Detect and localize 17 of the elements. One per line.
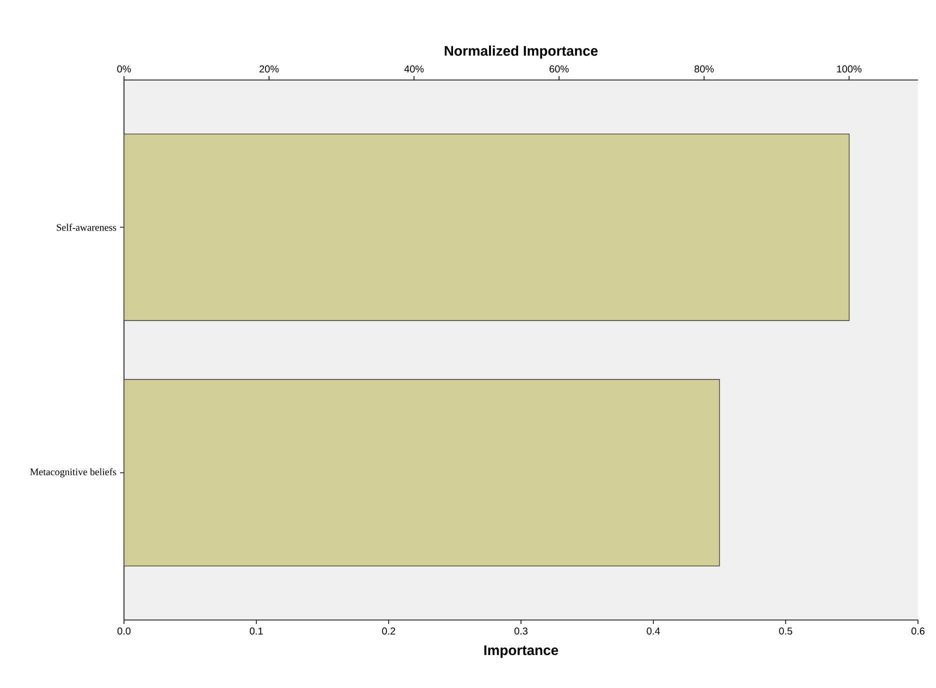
x2-tick-label: 100% xyxy=(837,65,862,72)
x-axis-title: Importance xyxy=(484,645,558,658)
x2-tick-label: 80% xyxy=(694,65,714,72)
x2-axis-title: Normalized Importance xyxy=(444,46,598,59)
x-tick-label: 0.4 xyxy=(646,628,660,635)
x-tick-label: 0.0 xyxy=(117,628,131,635)
x-tick-label: 0.6 xyxy=(911,628,924,635)
y-tick-label: Self-awareness xyxy=(56,224,116,231)
x2-tick-label: 0% xyxy=(117,65,131,72)
x-tick-label: 0.2 xyxy=(382,628,396,635)
x2-tick-label: 60% xyxy=(550,65,569,72)
x2-tick-label: 40% xyxy=(404,65,424,72)
x2-tick-label: 20% xyxy=(260,65,279,72)
y-tick-label: Metacognitive beliefs xyxy=(30,468,116,478)
x-tick-label: 0.1 xyxy=(250,628,263,635)
x-tick-label: 0.5 xyxy=(779,628,792,635)
x-tick-label: 0.3 xyxy=(514,628,528,635)
